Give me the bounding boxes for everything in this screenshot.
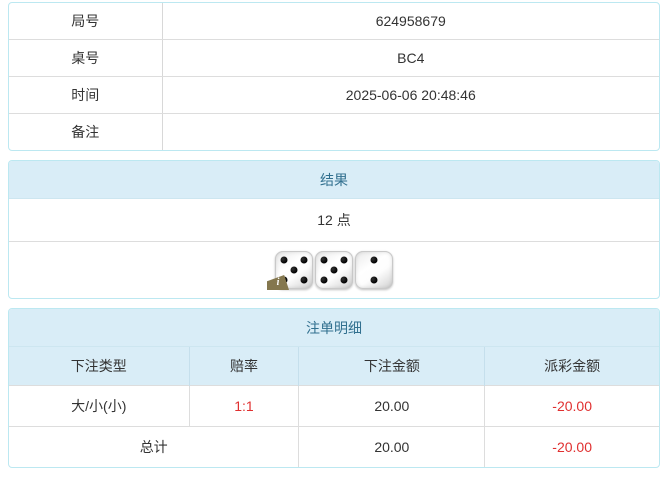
die-pip	[290, 266, 298, 274]
remark-value	[162, 114, 659, 151]
die-pip	[340, 276, 348, 284]
remark-label: 备注	[9, 113, 163, 150]
bets-header-row: 下注类型 赔率 下注金额 派彩金额	[9, 347, 659, 386]
die-pip	[330, 266, 338, 274]
die-pip	[280, 256, 288, 264]
bet-amount: 20.00	[298, 385, 485, 427]
die-pip	[370, 256, 378, 264]
bet-odds: 1:1	[188, 385, 299, 427]
die-3	[355, 251, 393, 289]
total-label: 总计	[9, 426, 299, 467]
bet-payout: -20.00	[484, 385, 659, 427]
die-pip	[370, 276, 378, 284]
table-id-label: 桌号	[9, 39, 163, 77]
result-panel-title: 结果	[9, 161, 659, 199]
die-pip	[320, 276, 328, 284]
die-pip	[300, 256, 308, 264]
time-value: 2025-06-06 20:48:46	[162, 76, 659, 114]
col-header-bet-amount: 下注金额	[298, 347, 485, 386]
total-payout: -20.00	[484, 426, 659, 467]
die-pip	[300, 276, 308, 284]
round-id-label: 局号	[9, 3, 163, 40]
die-1: i	[267, 251, 313, 290]
bet-row: 大/小(小) 1:1 20.00 -20.00	[9, 385, 659, 427]
table-row: 局号 624958679	[9, 3, 659, 40]
result-panel: 结果 12 点 i	[8, 160, 660, 299]
round-id-value: 624958679	[162, 3, 659, 40]
dice-group: i	[267, 251, 393, 290]
game-info-table: 局号 624958679 桌号 BC4 时间 2025-06-06 20:48:…	[9, 3, 659, 150]
bet-details-table: 下注类型 赔率 下注金额 派彩金额 大/小(小) 1:1 20.00 -20.0…	[9, 347, 659, 467]
die-pip	[340, 256, 348, 264]
table-row: 时间 2025-06-06 20:48:46	[9, 76, 659, 114]
bet-details-title: 注单明细	[9, 309, 659, 347]
bet-type: 大/小(小)	[9, 385, 190, 427]
die-2	[315, 251, 353, 289]
dice-row: i	[9, 242, 659, 298]
table-row: 桌号 BC4	[9, 39, 659, 77]
col-header-bet-type: 下注类型	[9, 347, 190, 386]
table-id-value: BC4	[162, 39, 659, 77]
time-label: 时间	[9, 76, 163, 114]
result-points: 12 点	[9, 199, 659, 242]
game-info-panel: 局号 624958679 桌号 BC4 时间 2025-06-06 20:48:…	[8, 2, 660, 151]
bet-details-panel: 注单明细 下注类型 赔率 下注金额 派彩金额 大/小(小) 1:1 20.00 …	[8, 308, 660, 468]
col-header-odds: 赔率	[188, 347, 299, 386]
col-header-payout-amount: 派彩金额	[484, 347, 659, 386]
total-amount: 20.00	[298, 426, 485, 467]
die-pip	[320, 256, 328, 264]
table-row: 备注	[9, 113, 659, 151]
total-row: 总计 20.00 -20.00	[9, 426, 659, 467]
